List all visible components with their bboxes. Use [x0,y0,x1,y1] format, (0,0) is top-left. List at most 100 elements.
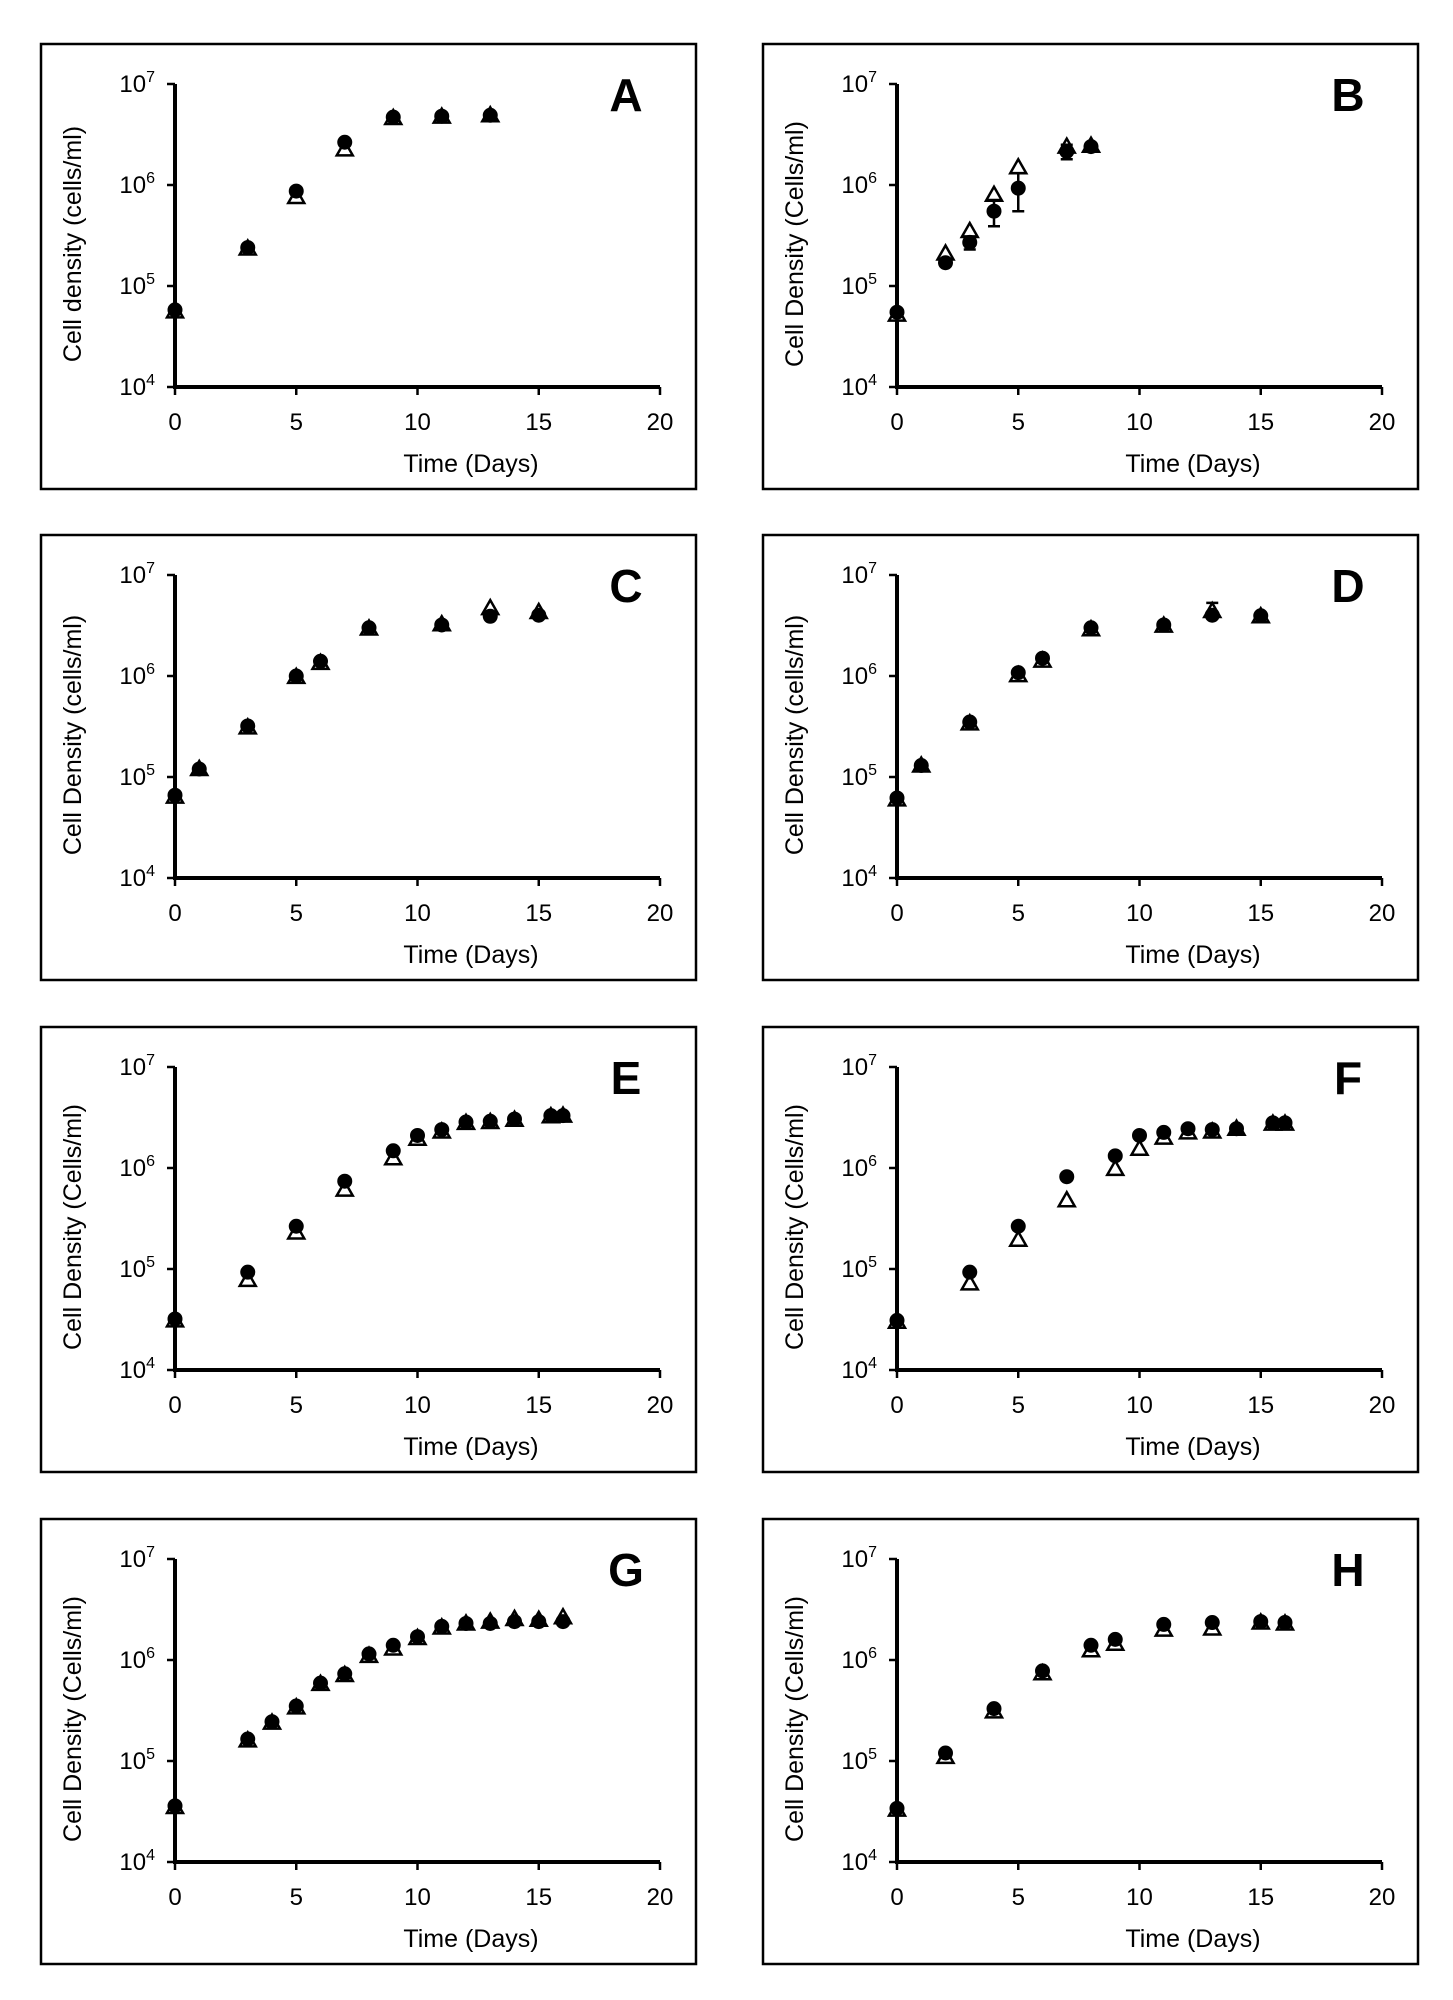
y-tick-label: 106 [119,1645,155,1674]
y-tick-label: 104 [119,863,155,892]
data-point-circle [434,1618,450,1634]
panel-f: 0 5 10 15 20 104 105 106 107 Time (Days) Cell Dens… [761,1025,1420,1474]
y-tick-label: 106 [119,1153,155,1182]
x-axis-title: Time (Days) [1125,941,1260,969]
y-tick-exponent: 7 [868,560,877,577]
data-point-circle [1083,620,1099,636]
y-tick-label: 104 [119,1355,155,1384]
y-tick-exponent: 6 [868,1153,877,1170]
x-tick-label: 10 [1126,900,1153,927]
data-point-circle [889,1800,905,1816]
x-tick-label: 0 [890,409,903,436]
data-point-circle [410,1127,425,1143]
y-tick-label: 105 [119,762,155,791]
y-tick-label: 104 [841,372,877,401]
y-axis-title: Cell Density (Cells/ml) [781,121,809,367]
x-tick-label: 20 [647,1392,674,1419]
data-point-circle [385,1637,401,1653]
x-tick-label: 10 [404,409,431,436]
panel-frame [761,42,1420,491]
x-tick-label: 5 [290,1884,303,1911]
x-tick-label: 10 [404,1392,431,1419]
x-tick-label: 5 [1012,1884,1025,1911]
y-tick-label: 106 [841,170,877,199]
x-axis-title: Time (Days) [403,1433,538,1461]
y-tick-label: 107 [841,560,877,589]
y-tick-exponent: 4 [146,372,155,389]
data-point-circle [1107,1631,1123,1647]
x-tick-label: 5 [290,1392,303,1419]
data-point-circle [288,1698,304,1714]
y-tick-label: 105 [119,1746,155,1775]
y-tick-label: 107 [841,1544,877,1573]
panel-frame [39,1517,698,1966]
data-point-circle [962,714,978,730]
data-point-circle [1253,1614,1269,1630]
x-tick-label: 15 [525,900,552,927]
data-point-circle [1035,1663,1050,1679]
data-point-circle [889,790,905,806]
y-tick-label: 104 [119,1847,155,1876]
data-point-circle [337,1173,353,1189]
data-point-circle [240,718,256,734]
y-tick-exponent: 5 [146,762,155,779]
x-axis-title: Time (Days) [1125,1433,1260,1461]
x-tick-label: 20 [1369,409,1396,436]
data-point-triangle [983,184,1005,203]
data-point-circle [1132,1127,1147,1143]
data-point-circle [434,108,450,124]
y-tick-label: 106 [119,661,155,690]
x-axis-title: Time (Days) [1125,450,1260,478]
x-tick-label: 0 [168,1392,181,1419]
data-point-circle [167,787,183,803]
y-tick-label: 107 [119,1052,155,1081]
x-tick-label: 15 [1247,900,1274,927]
y-tick-exponent: 4 [868,1847,877,1864]
y-tick-exponent: 7 [146,1544,155,1561]
y-tick-exponent: 4 [868,863,877,880]
data-point-circle [264,1714,280,1730]
data-point-circle [482,107,498,123]
y-tick-exponent: 7 [868,69,877,86]
data-point-circle [482,608,498,624]
y-axis-title: Cell density (cells/ml) [59,126,87,362]
data-point-circle [986,1701,1002,1717]
y-tick-exponent: 5 [868,762,877,779]
y-axis-title: Cell Density (Cells/ml) [781,1104,809,1350]
y-tick-exponent: 6 [868,170,877,187]
x-tick-label: 20 [1369,1884,1396,1911]
y-tick-exponent: 5 [868,271,877,288]
data-point-circle [1035,650,1050,666]
x-tick-label: 10 [404,1884,431,1911]
panel-frame [761,1517,1420,1966]
y-tick-label: 105 [119,271,155,300]
y-tick-exponent: 4 [146,1355,155,1372]
y-tick-label: 104 [841,1847,877,1876]
x-tick-label: 10 [1126,409,1153,436]
y-axis-title: Cell Density (cells/ml) [59,615,87,855]
x-tick-label: 0 [168,1884,181,1911]
y-tick-label: 106 [841,661,877,690]
y-tick-exponent: 6 [146,170,155,187]
panel-frame [39,533,698,982]
y-tick-exponent: 5 [868,1746,877,1763]
panel-letter: C [609,560,642,612]
data-point-circle [240,240,256,256]
data-point-circle [962,234,978,250]
data-point-circle [434,617,450,633]
data-point-circle [240,1731,256,1747]
y-axis-title: Cell Density (Cells/ml) [781,1596,809,1842]
panel-frame [761,1025,1420,1474]
y-tick-label: 104 [841,863,877,892]
x-tick-label: 20 [1369,900,1396,927]
panel-letter: A [609,69,642,121]
y-tick-exponent: 7 [868,1544,877,1561]
x-axis-title: Time (Days) [403,1925,538,1953]
x-tick-label: 10 [404,900,431,927]
data-point-circle [385,1143,401,1159]
panel-c: 0 5 10 15 20 104 105 106 107 Time (Days) Cell Dens… [39,533,698,982]
y-tick-label: 105 [841,1254,877,1283]
y-tick-label: 105 [841,271,877,300]
panel-g: 0 5 10 15 20 104 105 106 107 Time (Days) Cell Dens… [39,1517,698,1966]
y-tick-exponent: 4 [868,1355,877,1372]
